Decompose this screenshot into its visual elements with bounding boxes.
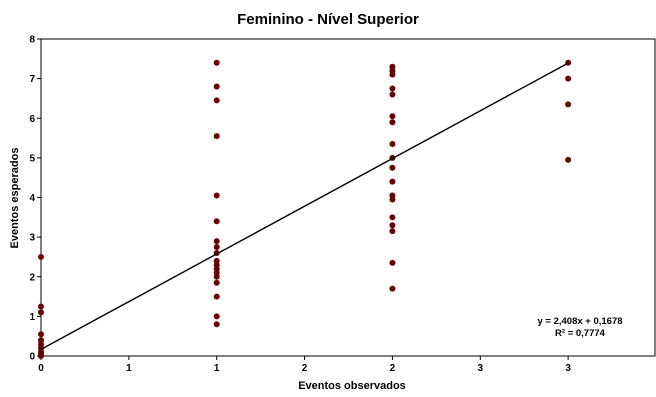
y-tick-label: 2: [29, 272, 35, 283]
y-tick-label: 5: [29, 153, 35, 164]
y-tick-label: 1: [29, 312, 35, 323]
y-axis-label: Eventos esperados: [9, 148, 21, 249]
y-tick-label: 0: [29, 352, 35, 363]
trendline-equation: y = 2,408x + 0,1678: [537, 316, 622, 327]
data-point: [213, 133, 220, 140]
data-point: [213, 238, 220, 245]
data-point: [565, 75, 572, 82]
data-point: [565, 101, 572, 108]
data-point: [213, 313, 220, 320]
data-point: [389, 178, 396, 185]
data-point: [38, 303, 44, 310]
data-point: [38, 331, 44, 338]
x-tick-label: 1: [214, 363, 220, 374]
data-point: [389, 141, 396, 148]
data-point: [389, 71, 396, 78]
data-point: [565, 156, 572, 163]
x-tick-label: 1: [126, 363, 132, 374]
x-axis-label: Eventos observados: [298, 380, 406, 392]
x-tick-label: 3: [478, 363, 484, 374]
data-point: [389, 214, 396, 221]
trendline-r-squared: R² = 0,7774: [555, 328, 606, 339]
data-point: [389, 192, 396, 199]
data-point: [389, 91, 396, 98]
plot-area-border: [40, 38, 656, 357]
data-point: [213, 83, 220, 90]
data-points: [38, 59, 572, 359]
trendline-group: [40, 62, 569, 350]
x-tick-label: 2: [302, 363, 308, 374]
data-point: [213, 321, 220, 328]
data-point: [389, 113, 396, 120]
y-tick-label: 4: [29, 193, 35, 204]
axes: [37, 38, 656, 360]
trendline: [40, 62, 569, 350]
x-tick-label: 0: [38, 363, 44, 374]
data-point: [213, 218, 220, 225]
data-point: [213, 261, 220, 268]
data-point: [213, 192, 220, 199]
data-point: [389, 285, 396, 292]
data-point: [213, 293, 220, 300]
data-point: [213, 244, 220, 251]
data-point: [38, 353, 44, 359]
data-point: [389, 222, 396, 229]
y-tick-label: 3: [29, 233, 35, 244]
data-point: [38, 309, 44, 316]
x-tick-label: 2: [390, 363, 396, 374]
data-point: [213, 273, 220, 280]
data-point: [389, 164, 396, 171]
x-tick-label: 3: [565, 363, 571, 374]
y-tick-label: 7: [29, 74, 35, 85]
data-point: [213, 59, 220, 66]
tick-labels: 0 1 2 3 4 5 6 7 8 0 1 1 2 2 3 3: [29, 35, 571, 375]
y-tick-label: 6: [29, 114, 35, 125]
data-point: [389, 259, 396, 266]
data-point: [389, 119, 396, 126]
data-point: [213, 279, 220, 286]
data-point: [213, 97, 220, 104]
chart-title: Feminino - Nível Superior: [237, 11, 419, 28]
y-tick-label: 8: [29, 35, 35, 46]
data-point: [38, 253, 44, 260]
data-point: [389, 85, 396, 92]
data-point: [389, 228, 396, 235]
